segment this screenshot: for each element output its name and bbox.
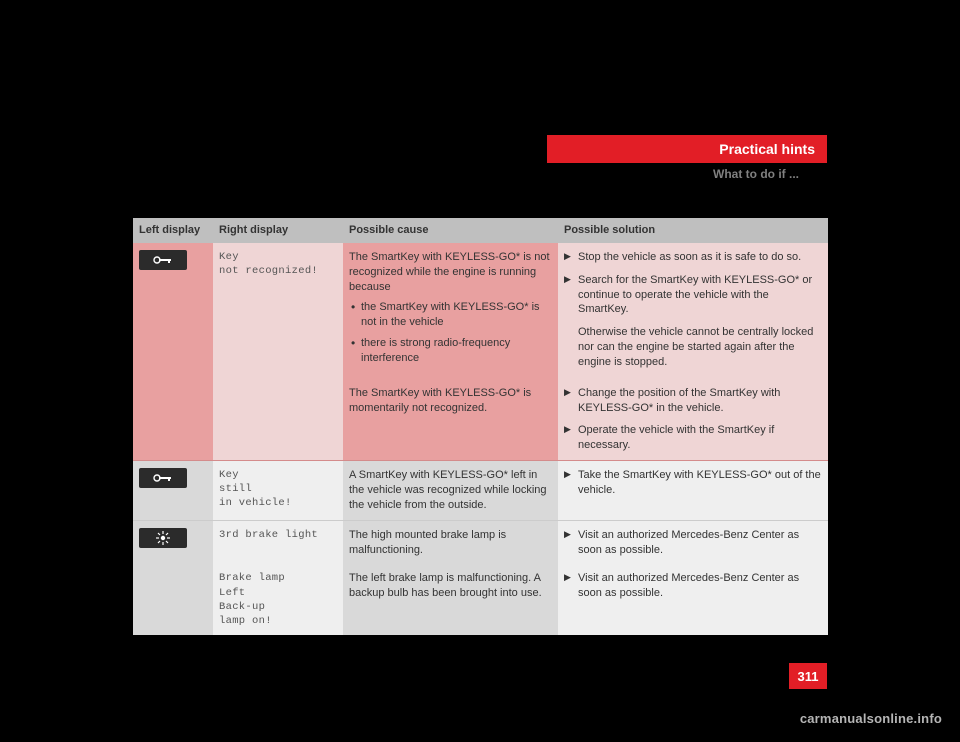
cell-solution: Stop the vehicle as soon as it is safe t… — [558, 243, 828, 379]
cell-cause: The SmartKey with KEYLESS-GO* is momenta… — [343, 379, 558, 461]
cell-left-display — [133, 461, 213, 521]
cell-cause: The high mounted brake lamp is malfuncti… — [343, 521, 558, 565]
col-header-cause: Possible cause — [343, 218, 558, 243]
col-header-left: Left display — [133, 218, 213, 243]
cell-solution: Take the SmartKey with KEYLESS-GO* out o… — [558, 461, 828, 521]
table-row: 3rd brake light The high mounted brake l… — [133, 521, 828, 565]
cell-right-display — [213, 379, 343, 461]
cause-bullets: the SmartKey with KEYLESS-GO* is not in … — [349, 300, 552, 365]
troubleshooting-table: Left display Right display Possible caus… — [133, 218, 828, 635]
cell-solution: Change the position of the SmartKey with… — [558, 379, 828, 461]
cell-cause: The SmartKey with KEYLESS-GO* is not rec… — [343, 243, 558, 379]
cell-left-display — [133, 564, 213, 635]
table-row: The SmartKey with KEYLESS-GO* is momenta… — [133, 379, 828, 461]
page-number: 311 — [789, 663, 827, 689]
section-title: Practical hints — [547, 135, 827, 163]
section-subtitle: What to do if ... — [547, 163, 827, 185]
watermark: carmanualsonline.info — [800, 711, 942, 726]
cell-left-display — [133, 379, 213, 461]
cell-right-display: Key not recognized! — [213, 243, 343, 379]
table-header-row: Left display Right display Possible caus… — [133, 218, 828, 243]
cell-left-display — [133, 243, 213, 379]
cell-right-display: 3rd brake light — [213, 521, 343, 565]
key-icon — [139, 468, 187, 488]
cell-right-display: Key still in vehicle! — [213, 461, 343, 521]
cell-solution: Visit an authorized Mercedes-Benz Center… — [558, 564, 828, 635]
col-header-right: Right display — [213, 218, 343, 243]
cell-cause: A SmartKey with KEYLESS-GO* left in the … — [343, 461, 558, 521]
table-row: Key still in vehicle! A SmartKey with KE… — [133, 461, 828, 521]
cell-left-display — [133, 521, 213, 565]
cell-solution: Visit an authorized Mercedes-Benz Center… — [558, 521, 828, 565]
lamp-icon — [139, 528, 187, 548]
table-row: Brake lamp Left Back-up lamp on! The lef… — [133, 564, 828, 635]
key-icon — [139, 250, 187, 270]
col-header-solution: Possible solution — [558, 218, 828, 243]
cell-right-display: Brake lamp Left Back-up lamp on! — [213, 564, 343, 635]
table-row: Key not recognized! The SmartKey with KE… — [133, 243, 828, 379]
cell-cause: The left brake lamp is malfunctioning. A… — [343, 564, 558, 635]
header-band: Practical hints What to do if ... — [547, 135, 827, 185]
